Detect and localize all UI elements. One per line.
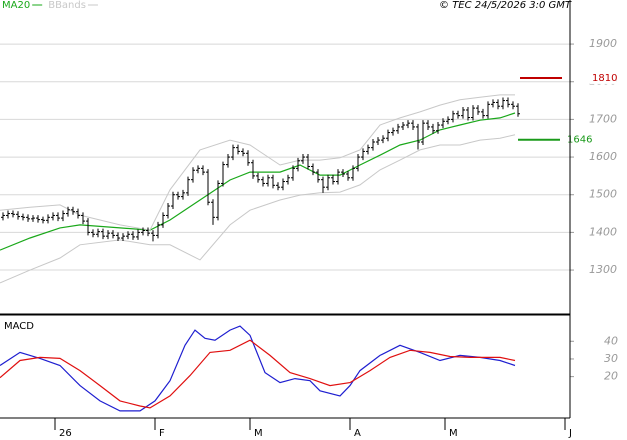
moving-average bbox=[0, 112, 516, 251]
x-tick-label: M bbox=[254, 428, 263, 439]
level-label: 1810 bbox=[592, 73, 617, 84]
copyright: © TEC 24/5/2026 3:0 GMT bbox=[439, 0, 572, 11]
y-tick-label: 1700 bbox=[589, 112, 617, 125]
macd-line bbox=[0, 325, 516, 412]
macd-line bbox=[0, 339, 516, 409]
x-tick-label: J bbox=[568, 428, 572, 439]
x-tick-label: F bbox=[159, 428, 165, 439]
level-label: 1646 bbox=[567, 135, 592, 146]
macd-title: MACD bbox=[4, 321, 34, 332]
bollinger-band bbox=[0, 94, 515, 231]
y-tick-label: 20 bbox=[604, 370, 618, 383]
x-tick-label: A bbox=[354, 428, 361, 439]
y-tick-label: 40 bbox=[604, 334, 618, 347]
y-tick-label: 1500 bbox=[589, 188, 617, 201]
level-label-bg bbox=[590, 71, 616, 84]
level-label-bg bbox=[566, 133, 592, 146]
bollinger-band bbox=[0, 134, 516, 284]
legend-label: MA20 bbox=[2, 0, 30, 11]
y-tick-label: 1400 bbox=[589, 225, 617, 238]
x-tick-label: M bbox=[449, 428, 458, 439]
y-tick-label: 1900 bbox=[589, 37, 617, 50]
y-tick-label: 1300 bbox=[589, 263, 617, 276]
x-tick-label: 26 bbox=[59, 428, 72, 439]
y-tick-label: 30 bbox=[604, 352, 618, 365]
y-tick-label: 1600 bbox=[589, 150, 617, 163]
legend-label: BBands bbox=[48, 0, 86, 11]
